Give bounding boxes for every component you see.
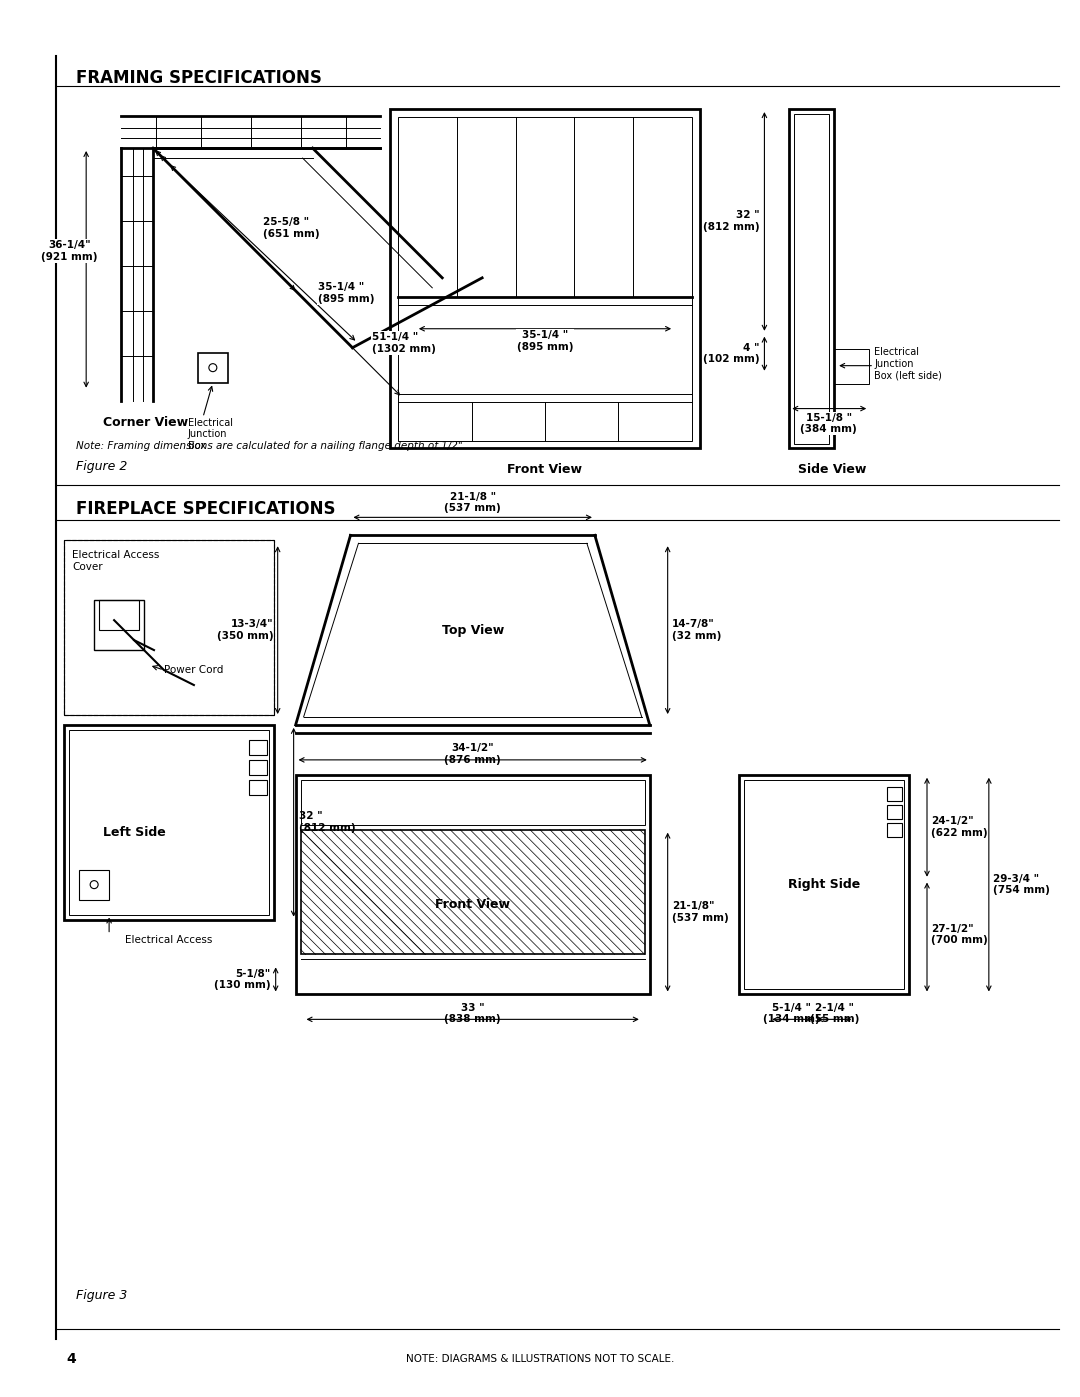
Text: Figure 2: Figure 2 — [77, 461, 127, 474]
Text: Side View: Side View — [797, 464, 866, 476]
Text: 24-1/2"
(622 mm): 24-1/2" (622 mm) — [931, 816, 987, 838]
Text: 13-3/4"
(350 mm): 13-3/4" (350 mm) — [217, 619, 273, 641]
Text: 27-1/2"
(700 mm): 27-1/2" (700 mm) — [931, 923, 988, 946]
Bar — [390, 109, 700, 448]
Text: Left Side: Left Side — [103, 826, 165, 838]
Bar — [300, 830, 645, 954]
Bar — [248, 780, 267, 795]
Text: NOTE: DIAGRAMS & ILLUSTRATIONS NOT TO SCALE.: NOTE: DIAGRAMS & ILLUSTRATIONS NOT TO SC… — [406, 1354, 674, 1363]
Bar — [834, 349, 869, 384]
Bar — [795, 115, 829, 443]
Text: 5-1/8"
(130 mm): 5-1/8" (130 mm) — [214, 968, 271, 990]
Text: 35-1/4 "
(895 mm): 35-1/4 " (895 mm) — [318, 282, 374, 303]
Bar — [99, 601, 139, 630]
Text: 51-1/4 "
(1302 mm): 51-1/4 " (1302 mm) — [373, 332, 436, 353]
Bar — [887, 823, 902, 837]
Text: 5-1/4 "
(134 mm): 5-1/4 " (134 mm) — [762, 1003, 820, 1024]
Bar — [887, 787, 902, 800]
Text: 15-1/8 "
(384 mm): 15-1/8 " (384 mm) — [800, 412, 858, 434]
Bar — [69, 731, 269, 915]
Bar — [740, 775, 909, 995]
Bar — [248, 760, 267, 775]
Text: Electrical
Junction
Box (left side): Electrical Junction Box (left side) — [874, 346, 942, 380]
Text: 36-1/4"
(921 mm): 36-1/4" (921 mm) — [41, 240, 97, 261]
Text: Top View: Top View — [442, 623, 503, 637]
Text: Front View: Front View — [508, 464, 582, 476]
Circle shape — [208, 363, 217, 372]
Text: Electrical Access: Electrical Access — [125, 935, 213, 944]
Text: Right Side: Right Side — [788, 879, 861, 891]
Text: Front View: Front View — [435, 898, 510, 911]
Bar — [64, 541, 273, 715]
Text: 34-1/2"
(876 mm): 34-1/2" (876 mm) — [444, 743, 501, 766]
Bar — [248, 740, 267, 754]
Text: Figure 3: Figure 3 — [77, 1289, 127, 1302]
Text: 25-5/8 "
(651 mm): 25-5/8 " (651 mm) — [262, 217, 320, 239]
Text: Corner View: Corner View — [104, 415, 189, 429]
Bar — [94, 601, 144, 650]
Bar — [300, 780, 645, 824]
Text: Electrical
Junction
Box: Electrical Junction Box — [188, 418, 233, 451]
Text: FRAMING SPECIFICATIONS: FRAMING SPECIFICATIONS — [77, 70, 322, 87]
Bar — [79, 870, 109, 900]
Text: 14-7/8"
(32 mm): 14-7/8" (32 mm) — [672, 619, 721, 641]
Text: 4 "
(102 mm): 4 " (102 mm) — [703, 342, 759, 365]
Text: 33 "
(838 mm): 33 " (838 mm) — [444, 1003, 501, 1024]
Text: 29-3/4 "
(754 mm): 29-3/4 " (754 mm) — [993, 875, 1050, 895]
Bar — [744, 780, 904, 989]
Bar — [789, 109, 834, 448]
Text: 32 "
(812 mm): 32 " (812 mm) — [703, 210, 759, 232]
Text: 35-1/4 "
(895 mm): 35-1/4 " (895 mm) — [516, 330, 573, 352]
Text: 4: 4 — [66, 1352, 76, 1366]
Bar — [64, 541, 273, 715]
Text: Power Cord: Power Cord — [164, 665, 224, 675]
Text: Electrical Access
Cover: Electrical Access Cover — [72, 550, 160, 571]
Text: FIREPLACE SPECIFICATIONS: FIREPLACE SPECIFICATIONS — [77, 500, 336, 518]
Bar — [64, 725, 273, 919]
Text: 21-1/8 "
(537 mm): 21-1/8 " (537 mm) — [444, 492, 501, 513]
Text: 21-1/8"
(537 mm): 21-1/8" (537 mm) — [672, 901, 728, 923]
Bar — [296, 775, 650, 995]
Bar — [887, 805, 902, 819]
Text: Note: Framing dimensions are calculated for a nailing flange depth of 1/2": Note: Framing dimensions are calculated … — [77, 440, 463, 450]
Bar — [399, 117, 691, 440]
Text: 32 "
(812 mm): 32 " (812 mm) — [299, 812, 355, 833]
Bar — [198, 352, 228, 383]
Text: 2-1/4 "
(55 mm): 2-1/4 " (55 mm) — [810, 1003, 859, 1024]
